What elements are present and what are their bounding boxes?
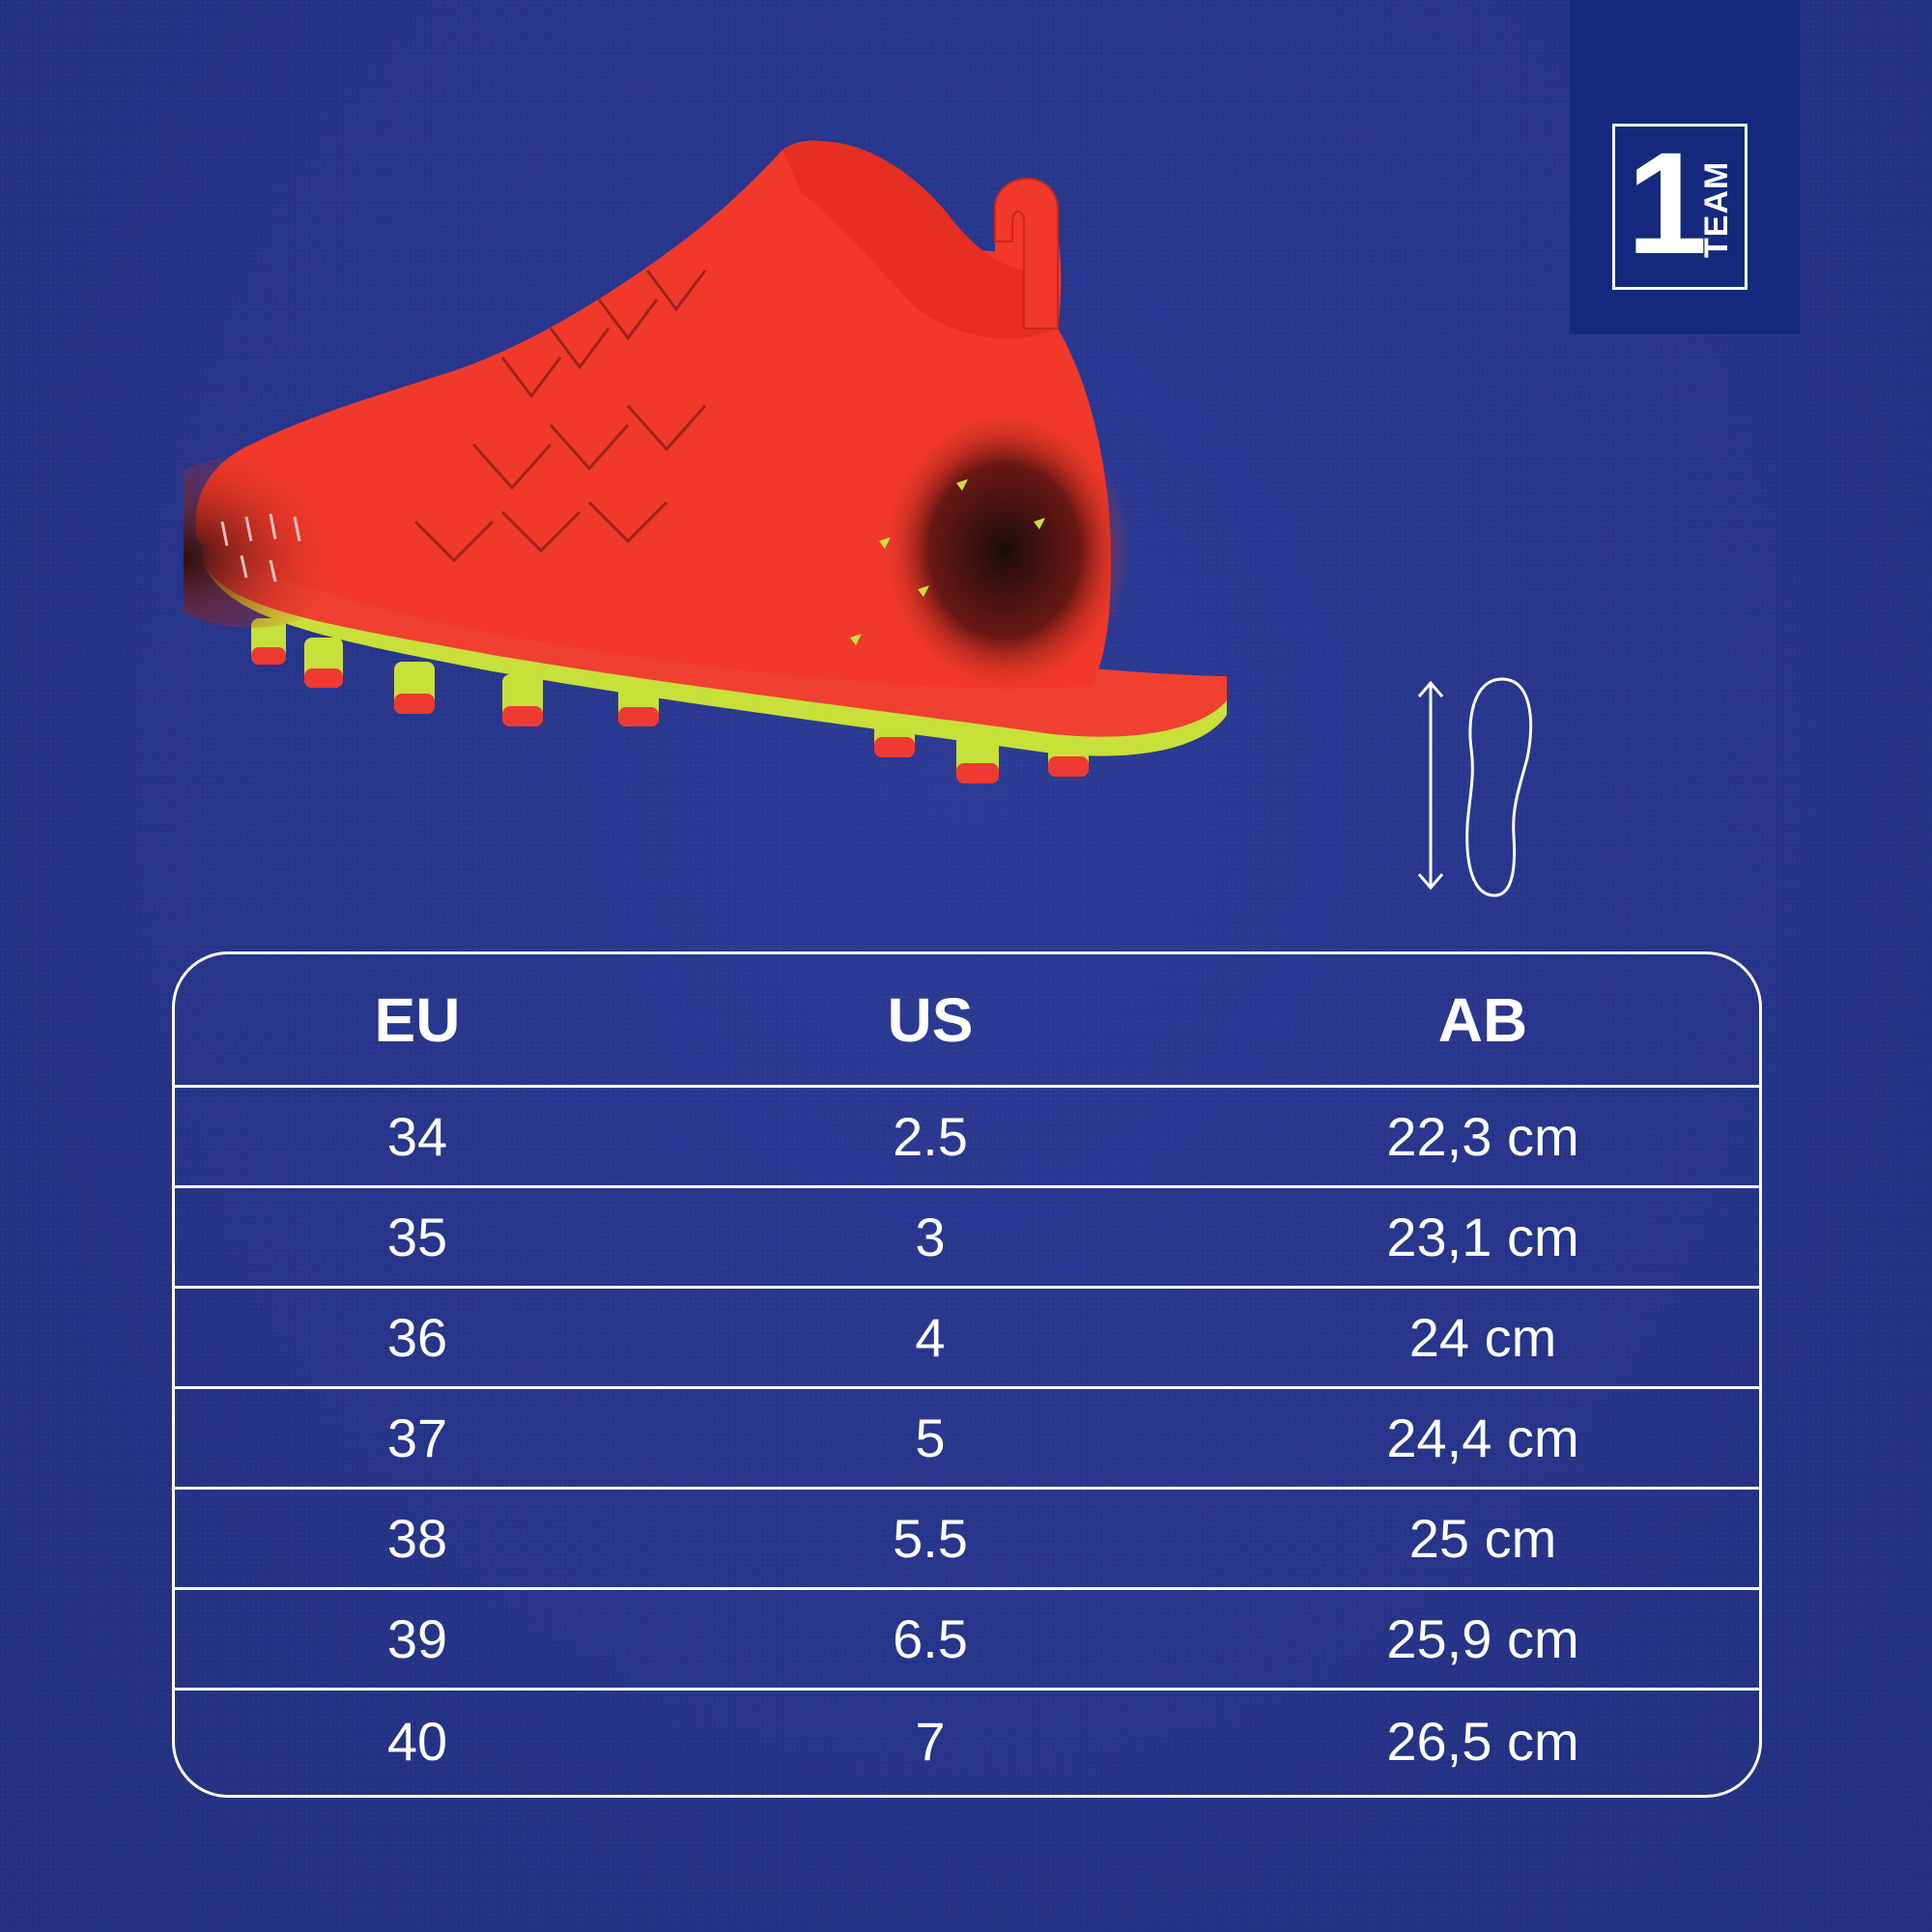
cell-ab: 25,9 cm — [1386, 1608, 1579, 1669]
cell-ab: 24,4 cm — [1386, 1407, 1579, 1468]
cell-us: 4 — [915, 1307, 946, 1368]
header-us: US — [887, 984, 974, 1055]
cell-eu: 35 — [386, 1207, 448, 1267]
table-row: 36 4 24 cm — [175, 1289, 1759, 1389]
size-table: EU US AB 34 2.5 22,3 cm 35 3 23,1 cm 36 … — [172, 952, 1762, 1798]
table-row: 40 7 26,5 cm — [175, 1690, 1759, 1791]
cell-eu: 40 — [386, 1710, 448, 1772]
cell-us: 3 — [915, 1207, 946, 1267]
cell-ab: 26,5 cm — [1386, 1710, 1579, 1772]
cell-eu: 38 — [386, 1508, 448, 1569]
cell-eu: 34 — [386, 1106, 448, 1167]
header-eu: EU — [374, 984, 461, 1055]
cell-ab: 23,1 cm — [1386, 1207, 1579, 1267]
cell-us: 5 — [915, 1407, 946, 1468]
cell-us: 7 — [915, 1710, 946, 1772]
logo-number: 1 — [1627, 122, 1708, 284]
cell-ab: 25 cm — [1408, 1508, 1557, 1569]
cell-eu: 37 — [386, 1407, 448, 1468]
cell-eu: 39 — [386, 1608, 448, 1669]
table-row: 38 5.5 25 cm — [175, 1490, 1759, 1590]
logo-frame: 1 TEAM — [1612, 124, 1747, 290]
table-row: 35 3 23,1 cm — [175, 1188, 1759, 1289]
cell-ab: 24 cm — [1408, 1307, 1557, 1368]
table-row: 37 5 24,4 cm — [175, 1389, 1759, 1490]
cell-us: 5.5 — [893, 1508, 968, 1569]
cell-ab: 22,3 cm — [1386, 1106, 1579, 1167]
brand-logo: 1 TEAM — [1570, 0, 1800, 334]
header-ab: AB — [1437, 984, 1528, 1055]
cell-us: 2.5 — [893, 1106, 968, 1167]
table-header: EU US AB — [175, 954, 1759, 1088]
table-row: 39 6.5 25,9 cm — [175, 1590, 1759, 1690]
foot-length-icon — [1417, 677, 1533, 897]
logo-word: TEAM — [1698, 160, 1735, 258]
cell-us: 6.5 — [893, 1608, 968, 1669]
table-row: 34 2.5 22,3 cm — [175, 1088, 1759, 1188]
cell-eu: 36 — [386, 1307, 448, 1368]
football-boot-icon — [184, 140, 1227, 783]
